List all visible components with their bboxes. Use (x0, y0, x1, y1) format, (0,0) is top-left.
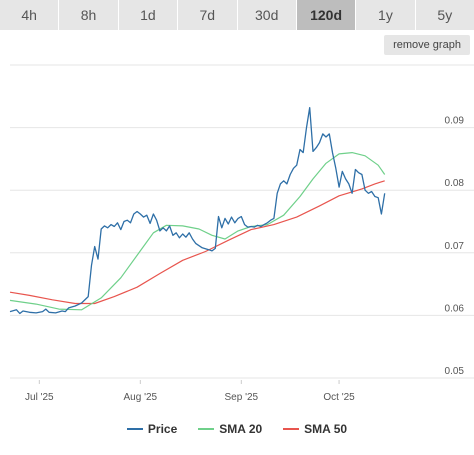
legend-label: Price (147, 422, 178, 436)
tab-1d[interactable]: 1d (118, 0, 179, 30)
legend-price[interactable]: Price (126, 422, 178, 436)
x-tick-label: Aug '25 (124, 392, 158, 403)
y-tick-label: 0.09 (445, 116, 465, 127)
legend-swatch (198, 428, 215, 430)
tab-8h[interactable]: 8h (59, 0, 119, 30)
legend-label: SMA 50 (304, 422, 348, 436)
y-tick-label: 0.05 (445, 366, 465, 377)
legend-swatch (126, 428, 143, 430)
legend-sma50[interactable]: SMA 50 (283, 422, 347, 436)
sma50-line (9, 180, 385, 305)
tab-120d[interactable]: 120d (296, 0, 357, 30)
sma20-line (9, 152, 386, 311)
grid-lines (10, 64, 474, 379)
remove-graph-button[interactable]: remove graph (384, 35, 470, 55)
tab-7d[interactable]: 7d (178, 0, 238, 30)
tab-5y[interactable]: 5y (415, 0, 474, 30)
legend-label: SMA 20 (219, 422, 263, 436)
tab-1y[interactable]: 1y (356, 0, 416, 30)
timeframe-tabs: 4h 8h 1d 7d 30d 120d 1y 5y (0, 0, 474, 30)
x-tick-label: Jul '25 (25, 392, 54, 403)
x-axis-ticks: Jul '25 Aug '25 Sep '25 Oct '25 (25, 380, 355, 403)
series-lines (9, 106, 386, 315)
tab-30d[interactable]: 30d (237, 0, 297, 30)
y-tick-label: 0.08 (445, 178, 465, 189)
chart-legend: Price SMA 20 SMA 50 (0, 421, 474, 437)
y-axis-ticks: 0.05 0.06 0.07 0.08 0.09 (445, 116, 465, 377)
y-tick-label: 0.06 (445, 303, 465, 314)
x-tick-label: Oct '25 (323, 392, 355, 403)
legend-sma20[interactable]: SMA 20 (198, 422, 262, 436)
y-tick-label: 0.07 (445, 241, 465, 252)
tab-4h[interactable]: 4h (0, 0, 60, 30)
legend-swatch (283, 428, 300, 430)
price-line (9, 106, 386, 315)
x-tick-label: Sep '25 (225, 392, 259, 403)
